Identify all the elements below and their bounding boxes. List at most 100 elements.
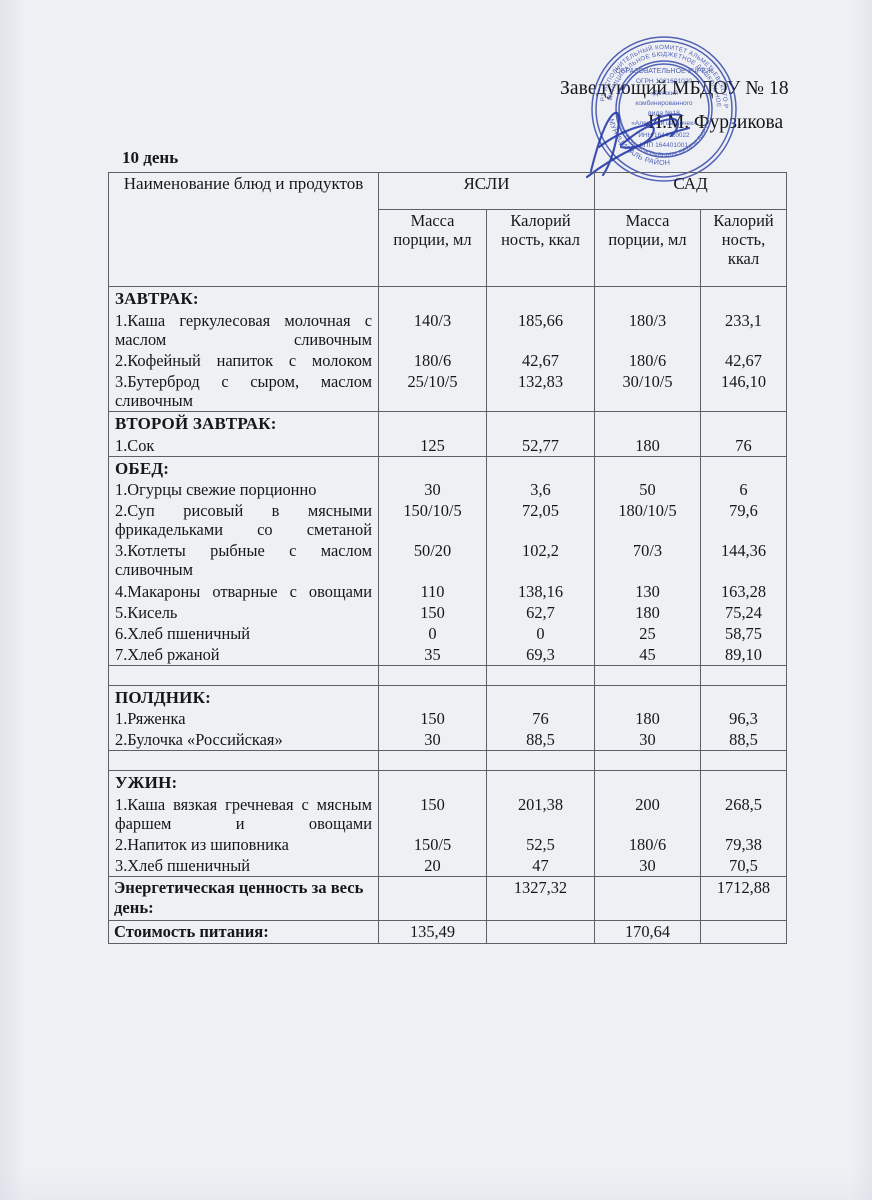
nursery-mass: 25/10/5 [378,370,487,412]
menu-row: 1.Каша вязкая гречневая с мясным фаршем … [108,794,787,835]
spacer-cell [594,750,701,772]
menu-row: 2.Булочка «Российская» 30 88,5 30 88,5 [108,729,787,752]
section-nursery-mass-2 [378,455,487,480]
section-header-row: ВТОРОЙ ЗАВТРАК: [108,410,787,435]
nursery-mass: 110 [378,580,487,602]
section-nursery-kcal-0 [486,285,595,310]
spacer-cell [594,664,701,686]
section-header-row: ОБЕД: [108,455,787,480]
header-nursery-mass: Масса порции, мл [378,209,487,287]
menu-row: 6.Хлеб пшеничный 0 0 25 58,75 [108,622,787,644]
menu-row: 1.Сок 125 52,77 180 76 [108,434,787,457]
garden-mass: 30 [594,729,701,752]
section-title-3: ПОЛДНИК: [108,684,379,709]
section-header-row: ЗАВТРАК: [108,285,787,310]
nursery-kcal: 42,67 [486,349,595,371]
nursery-kcal: 0 [486,622,595,644]
garden-kcal: 146,10 [700,370,787,412]
nursery-kcal: 138,16 [486,580,595,602]
nursery-mass: 50/20 [378,540,487,581]
menu-row: 3.Бутерброд с сыром, маслом сливочным 25/… [108,370,787,412]
dish-name: 1.Каша вязкая гречневая с мясным фаршем … [108,794,379,835]
header-group-nursery: ЯСЛИ [378,172,595,210]
section-garden-kcal-2 [700,455,787,480]
dish-name: 2.Кофейный напиток с молоком [108,349,379,371]
total-garden-kcal-0: 1712,88 [700,876,787,921]
nursery-kcal: 102,2 [486,540,595,581]
table-header: Наименование блюд и продуктов ЯСЛИ САД М… [108,172,787,287]
header-row-groups: Наименование блюд и продуктов ЯСЛИ САД [108,172,787,287]
spacer-cell [108,664,379,686]
garden-mass: 30 [594,855,701,878]
header-garden-mass: Масса порции, мл [594,209,701,287]
nursery-mass: 180/6 [378,349,487,371]
spacer-row [108,664,787,686]
nursery-mass: 30 [378,479,487,501]
nursery-mass: 0 [378,622,487,644]
dish-name: 6.Хлеб пшеничный [108,622,379,644]
total-garden-mass-0 [594,876,701,921]
section-garden-mass-4 [594,770,701,795]
section-nursery-mass-0 [378,285,487,310]
spacer-cell [700,750,787,772]
garden-kcal: 76 [700,434,787,457]
section-garden-kcal-4 [700,770,787,795]
dish-name: 2.Булочка «Российская» [108,729,379,752]
nursery-mass: 150/5 [378,834,487,856]
section-garden-kcal-0 [700,285,787,310]
table-body: ЗАВТРАК: 1.Каша геркулесовая молочная с м… [108,285,787,944]
total-garden-mass-1: 170,64 [594,919,701,944]
section-header-row: ПОЛДНИК: [108,684,787,709]
menu-row: 2.Напиток из шиповника 150/5 52,5 180/6 79,3… [108,834,787,856]
svg-text:КПП 164401001: КПП 164401001 [640,142,688,149]
dish-name: 7.Хлеб ржаной [108,643,379,666]
signatory-title: Заведующий МБДОУ № 18 [560,78,789,99]
total-row: Стоимость питания: 135,49 170,64 [108,919,787,944]
section-header-row: УЖИН: [108,770,787,795]
section-nursery-mass-3 [378,684,487,709]
menu-row: 3.Хлеб пшеничный 20 47 30 70,5 [108,855,787,878]
header-nursery-kcal: Калорий ность, ккал [486,209,595,287]
header-name-column: Наименование блюд и продуктов [108,172,379,287]
section-garden-mass-3 [594,684,701,709]
menu-table: Наименование блюд и продуктов ЯСЛИ САД М… [108,172,787,944]
garden-mass: 180/10/5 [594,500,701,541]
garden-kcal: 233,1 [700,309,787,350]
garden-kcal: 144,36 [700,540,787,581]
signatory-name: И.М. Фурзикова [648,112,784,133]
header-group-garden: САД [594,172,787,210]
garden-kcal: 75,24 [700,601,787,623]
garden-mass: 180/6 [594,834,701,856]
section-garden-mass-0 [594,285,701,310]
total-row: Энергетическая ценность за весь день: 132… [108,876,787,921]
total-nursery-kcal-0: 1327,32 [486,876,595,921]
nursery-kcal: 132,83 [486,370,595,412]
garden-mass: 180/3 [594,309,701,350]
garden-mass: 180 [594,601,701,623]
garden-mass: 25 [594,622,701,644]
nursery-kcal: 47 [486,855,595,878]
garden-mass: 50 [594,479,701,501]
nursery-kcal: 72,05 [486,500,595,541]
nursery-mass: 150 [378,794,487,835]
dish-name: 2.Суп рисовый в мясными фрикадельками со… [108,500,379,541]
section-garden-kcal-1 [700,410,787,435]
menu-row: 2.Суп рисовый в мясными фрикадельками со… [108,500,787,541]
dish-name: 1.Сок [108,434,379,457]
nursery-kcal: 3,6 [486,479,595,501]
signature-block: Заведующий МБДОУ № 18 И.М. Фурзикова [560,78,860,134]
spacer-cell [108,750,379,772]
header-garden-kcal: Калорий ность, ккал [700,209,787,287]
dish-name: 1.Ряженка [108,708,379,730]
menu-row: 1.Каша геркулесовая молочная с маслом сл… [108,309,787,350]
nursery-kcal: 185,66 [486,309,595,350]
garden-mass: 45 [594,643,701,666]
section-garden-mass-2 [594,455,701,480]
garden-mass: 30/10/5 [594,370,701,412]
garden-mass: 200 [594,794,701,835]
total-label-1: Стоимость питания: [108,919,379,944]
section-title-4: УЖИН: [108,770,379,795]
nursery-kcal: 201,38 [486,794,595,835]
garden-kcal: 70,5 [700,855,787,878]
